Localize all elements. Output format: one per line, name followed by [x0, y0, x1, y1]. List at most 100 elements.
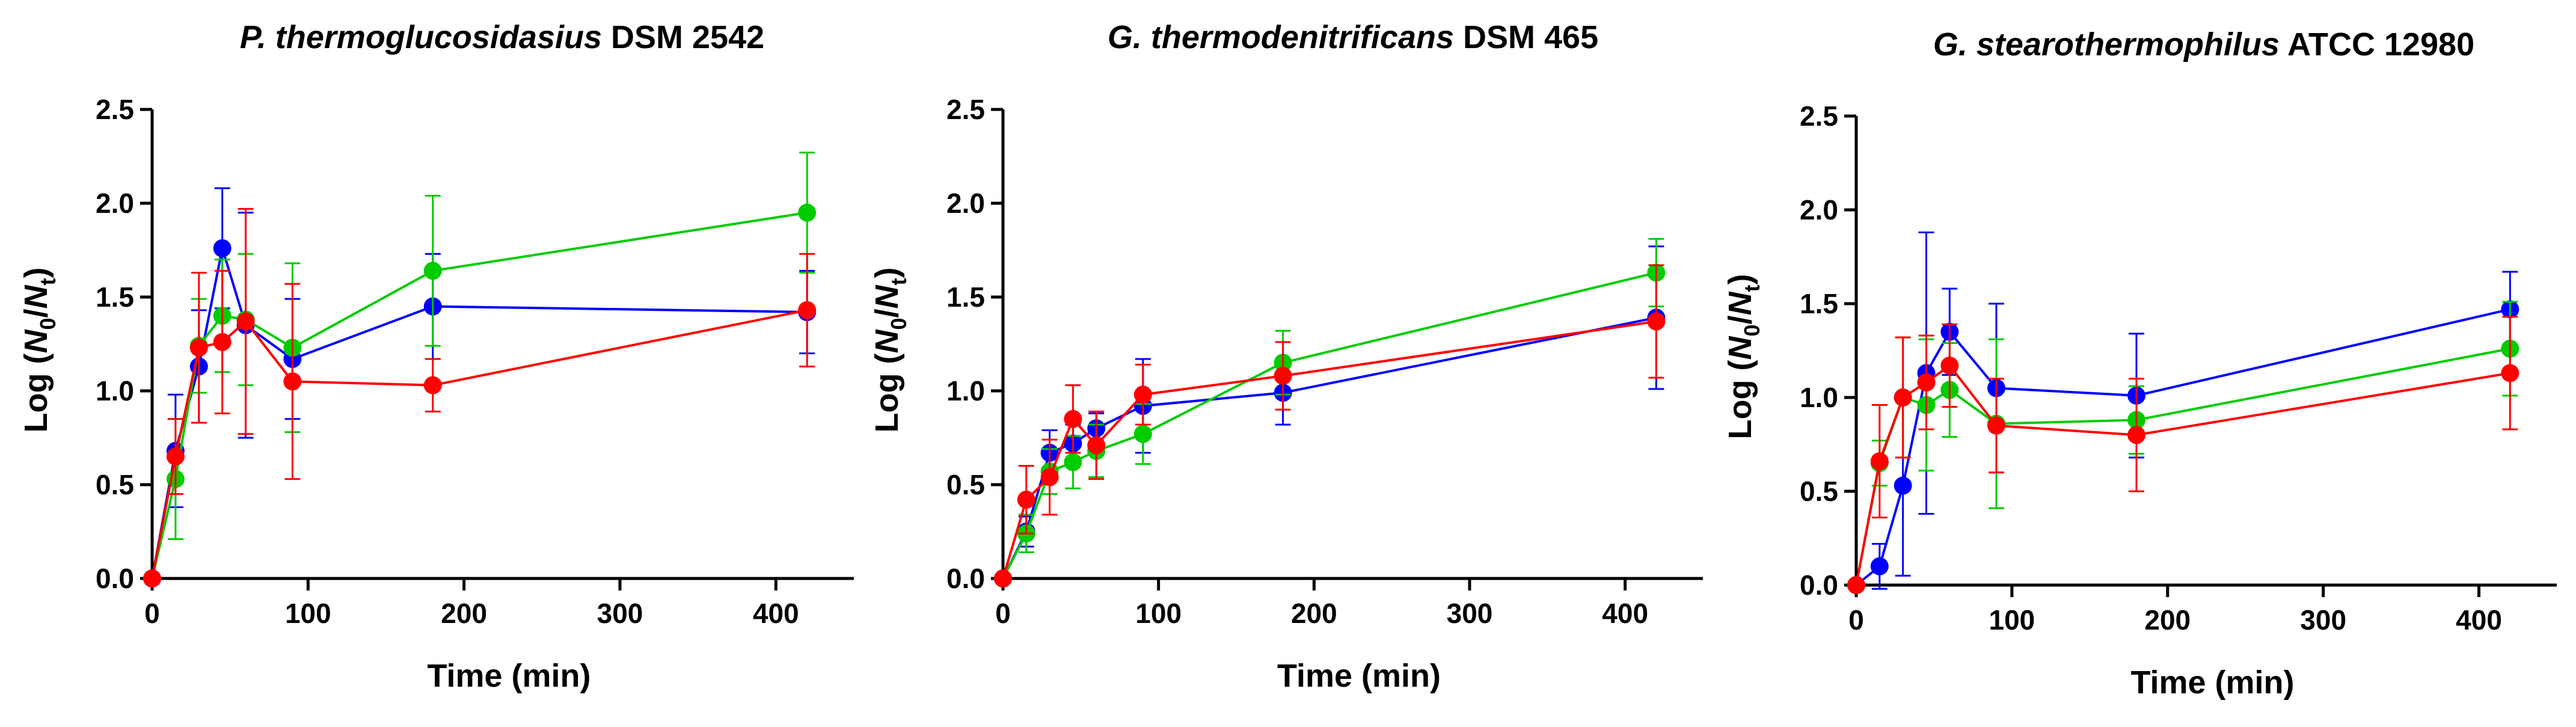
- y-label-slash: /: [1722, 315, 1758, 324]
- y-label-sub0: 0: [1740, 325, 1764, 337]
- data-point-red: [798, 301, 817, 319]
- y-tick-label: 0.5: [946, 469, 985, 500]
- x-tick-label: 0: [995, 598, 1011, 629]
- y-tick-label: 2.0: [96, 188, 134, 219]
- y-label-n0: N: [1722, 336, 1758, 360]
- y-label-log: Log (: [18, 354, 54, 433]
- y-tick-label: 2.5: [946, 94, 985, 125]
- x-tick-label: 400: [2456, 604, 2502, 636]
- y-tick-label: 1.5: [946, 281, 985, 313]
- x-axis-label: Time (min): [427, 658, 590, 694]
- data-point-red: [1917, 373, 1936, 392]
- y-label-nt: N: [18, 284, 54, 308]
- y-label-sub0: 0: [35, 318, 60, 330]
- x-tick-label: 100: [1135, 598, 1182, 629]
- data-point-green: [1064, 453, 1082, 471]
- y-label-n0: N: [869, 330, 905, 354]
- y-tick-label: 1.5: [1800, 288, 1838, 319]
- series-red: [143, 207, 817, 587]
- y-axis-label: Log (N0/Nt): [869, 268, 911, 433]
- data-point-green: [1133, 425, 1152, 443]
- y-label-nt: N: [869, 284, 905, 308]
- y-tick-label: 2.5: [96, 94, 134, 125]
- series-line-red: [1855, 364, 2510, 586]
- y-label-slash: /: [869, 308, 905, 317]
- data-point-red: [1894, 388, 1912, 406]
- chart-title-strain: DSM 2542: [602, 19, 764, 55]
- x-tick-label: 100: [285, 598, 331, 629]
- data-point-red: [423, 376, 442, 394]
- y-tick-label: 2.5: [1800, 100, 1838, 132]
- y-tick-label: 1.0: [1800, 382, 1838, 413]
- x-tick-label: 400: [753, 598, 799, 629]
- series-red: [1847, 316, 2519, 594]
- y-label-subt: t: [1740, 284, 1764, 292]
- y-tick-label: 1.0: [96, 375, 134, 406]
- chart-title: G. thermodenitrificans DSM 465: [1108, 19, 1598, 55]
- x-axis-label: Time (min): [1277, 658, 1441, 694]
- chart-panel-3: G. stearothermophilus ATCC 12980 0.0 0.5 1.…: [1722, 26, 2557, 701]
- y-tick-label: 2.0: [1800, 194, 1838, 225]
- data-point-green: [423, 262, 442, 280]
- data-point-red: [2501, 364, 2519, 382]
- data-point-red: [2127, 426, 2145, 444]
- series-line-blue: [1855, 308, 2510, 586]
- data-point-green: [798, 203, 817, 222]
- data-point-red: [1087, 436, 1106, 455]
- y-tick-label: 0.5: [1800, 476, 1838, 507]
- y-label-close: ): [869, 268, 905, 278]
- data-point-red: [1133, 385, 1152, 404]
- x-axis-label: Time (min): [2130, 664, 2294, 701]
- x-tick-label: 0: [144, 598, 160, 629]
- x-tick-label: 300: [2300, 604, 2346, 636]
- y-label-subt: t: [886, 278, 911, 285]
- y-label-close: ): [18, 268, 54, 278]
- y-tick-label: 0.0: [1800, 569, 1838, 601]
- y-tick-label: 0.0: [946, 563, 985, 594]
- y-label-subt: t: [35, 278, 60, 285]
- chart-title: G. stearothermophilus ATCC 12980: [1933, 26, 2474, 63]
- chart-title-species: G. thermodenitrificans: [1108, 19, 1454, 55]
- y-label-sub0: 0: [886, 318, 911, 330]
- y-tick-label: 2.0: [946, 188, 985, 219]
- chart-panel-1: P. thermoglucosidasius DSM 2542 0.0 0.5 1.0…: [18, 19, 854, 694]
- chart-title: P. thermoglucosidasius DSM 2542: [240, 19, 764, 55]
- data-point-red: [1017, 490, 1035, 509]
- chart-title-species: G. stearothermophilus: [1933, 26, 2280, 63]
- data-point-red: [1647, 312, 1666, 331]
- y-tick-label: 0.5: [96, 469, 134, 500]
- y-axis-label: Log (N0/Nt): [18, 268, 60, 433]
- y-tick-label: 1.5: [96, 281, 134, 313]
- y-label-log: Log (: [1722, 360, 1758, 440]
- data-point-blue: [1870, 557, 1889, 575]
- data-point-red: [1987, 416, 2005, 435]
- data-point-red: [1940, 356, 1959, 375]
- data-point-red: [166, 447, 185, 466]
- chart-panel-2: G. thermodenitrificans DSM 465 0.0 0.5 1.0 1…: [869, 19, 1703, 694]
- y-label-slash: /: [18, 308, 54, 317]
- y-tick-label: 0.0: [96, 563, 134, 594]
- x-tick-label: 300: [1447, 598, 1493, 629]
- data-point-red: [143, 569, 161, 587]
- data-point-red: [283, 372, 302, 391]
- x-tick-label: 100: [1989, 604, 2035, 636]
- y-label-close: ): [1722, 274, 1758, 285]
- data-point-red: [236, 312, 255, 331]
- data-point-red: [1870, 452, 1889, 471]
- data-point-red: [1064, 410, 1082, 428]
- x-tick-label: 200: [1291, 598, 1337, 629]
- data-point-red: [994, 569, 1012, 587]
- data-point-red: [189, 339, 208, 357]
- y-tick-label: 1.0: [946, 375, 985, 406]
- series-line-red: [151, 308, 808, 579]
- series-line-green: [1002, 271, 1657, 579]
- y-label-log: Log (: [869, 354, 905, 433]
- data-point-blue: [213, 239, 232, 257]
- chart-title-species: P. thermoglucosidasius: [240, 19, 602, 55]
- data-point-red: [1274, 367, 1292, 385]
- x-tick-label: 400: [1602, 598, 1648, 629]
- y-label-nt: N: [1722, 291, 1758, 315]
- data-point-red: [213, 333, 232, 351]
- data-point-red: [1040, 468, 1059, 486]
